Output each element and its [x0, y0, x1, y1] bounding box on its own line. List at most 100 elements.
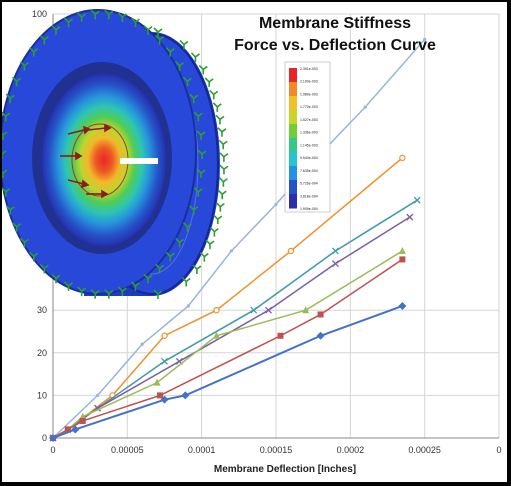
stress-legend: 2.391e-003 2.100e-003 1.989e-003 1.770e-003… [284, 61, 331, 213]
fixture-marker [193, 187, 203, 197]
fixture-marker [63, 17, 73, 28]
legend-swatch [289, 166, 297, 181]
fixture-marker [143, 273, 153, 284]
fixture-marker [90, 9, 100, 20]
data-point [317, 311, 324, 318]
legend-label: 1.336e-003 [300, 131, 318, 135]
data-point [79, 417, 86, 424]
fixture-marker [196, 168, 206, 179]
fixture-marker [175, 237, 185, 248]
fixture-marker [5, 93, 15, 104]
legend-swatch [289, 124, 297, 139]
fixture-marker [2, 169, 8, 179]
fixture-marker [39, 35, 49, 45]
legend-label: 1.909e-004 [300, 207, 318, 211]
legend-label: 1.989e-003 [300, 92, 318, 96]
data-point [265, 306, 273, 314]
data-point [316, 331, 325, 340]
data-point [49, 434, 57, 442]
legend-label: 2.391e-003 [300, 67, 318, 71]
fixture-marker [196, 130, 206, 140]
fixture-marker [179, 39, 189, 50]
fixture-marker [189, 93, 199, 104]
fixture-marker [11, 222, 22, 232]
series-7 [49, 301, 407, 442]
fixture-marker [117, 12, 127, 22]
fixture-marker [29, 251, 39, 262]
fixture-marker [104, 9, 114, 20]
legend-swatch [289, 68, 297, 83]
fixture-marker [77, 12, 87, 22]
data-point [153, 378, 161, 386]
fixture-marker [153, 289, 163, 299]
data-point [274, 202, 278, 207]
fixture-marker [182, 76, 192, 87]
fixture-marker [205, 239, 215, 250]
data-point [186, 304, 190, 308]
chart-area: 2.391e-003 2.100e-003 1.989e-003 1.770e-003… [2, 2, 507, 482]
x-tick-label: 0.00025 [408, 445, 441, 455]
fixture-marker [11, 76, 22, 87]
series-lines [49, 37, 427, 442]
fixture-marker [130, 17, 140, 28]
fixture-marker [90, 289, 100, 299]
fixture-marker [2, 187, 11, 197]
fixture-marker [217, 189, 227, 200]
data-point [398, 246, 406, 254]
data-point [160, 395, 169, 404]
data-point [71, 425, 80, 434]
fixture-marker [2, 150, 7, 159]
fixture-marker [165, 47, 175, 57]
data-point [363, 105, 367, 109]
fixture-marker [153, 27, 163, 37]
chart-title: Membrane Stiffness Force vs. Deflection … [234, 15, 436, 54]
data-point [332, 260, 339, 268]
data-point [250, 306, 258, 314]
legend-label: 1.527e-003 [300, 118, 318, 122]
legend-label: 1.770e-003 [300, 105, 318, 109]
fixture-marker [143, 25, 153, 35]
fixture-marker [218, 177, 228, 187]
fixture-marker [51, 25, 61, 35]
fixture-marker [193, 111, 203, 122]
fixture-marker [192, 264, 202, 275]
data-point [229, 249, 233, 253]
x-tick-label: 0.0002 [337, 445, 365, 455]
legend-label: 1.145e-003 [300, 143, 318, 147]
stress-contour [42, 74, 166, 246]
fixture-marker [209, 227, 219, 237]
fixture-marker [104, 289, 114, 299]
fixture-marker [5, 205, 15, 215]
fixture-marker [175, 61, 185, 71]
fixture-marker [219, 164, 229, 175]
data-point [157, 392, 164, 399]
data-point [64, 426, 71, 433]
fixture-marker [182, 222, 192, 232]
chart-title-line-1: Membrane Stiffness [259, 15, 411, 32]
x-tick-label: 0 [496, 445, 501, 455]
legend-swatch [289, 82, 297, 97]
data-point [161, 332, 168, 339]
data-point [287, 247, 295, 255]
load-arrows [60, 123, 112, 199]
force-deflection-chart: 2.391e-003 2.100e-003 1.989e-003 1.770e-003… [2, 9, 502, 475]
y-tick-label: 30 [37, 305, 47, 315]
fixture-marker [19, 61, 29, 71]
fea-render-image: 2.391e-003 2.100e-003 1.989e-003 1.770e-003… [2, 9, 331, 299]
chart-title-line-2: Force vs. Deflection Curve [234, 37, 436, 54]
deflection-probe [120, 158, 158, 164]
x-tick-label: 0.0001 [188, 445, 216, 455]
fixture-marker [39, 263, 49, 274]
legend-swatch [289, 96, 297, 111]
data-point [399, 256, 406, 263]
series-line [52, 305, 403, 439]
legend-swatch [289, 152, 297, 167]
fixture-marker [2, 131, 8, 140]
legend-swatch [289, 138, 297, 153]
fixture-marker [212, 102, 222, 112]
fixture-marker [197, 149, 207, 159]
fixture-markers [2, 9, 229, 299]
y-tick-label: 20 [37, 348, 47, 358]
fixture-marker [213, 214, 223, 225]
